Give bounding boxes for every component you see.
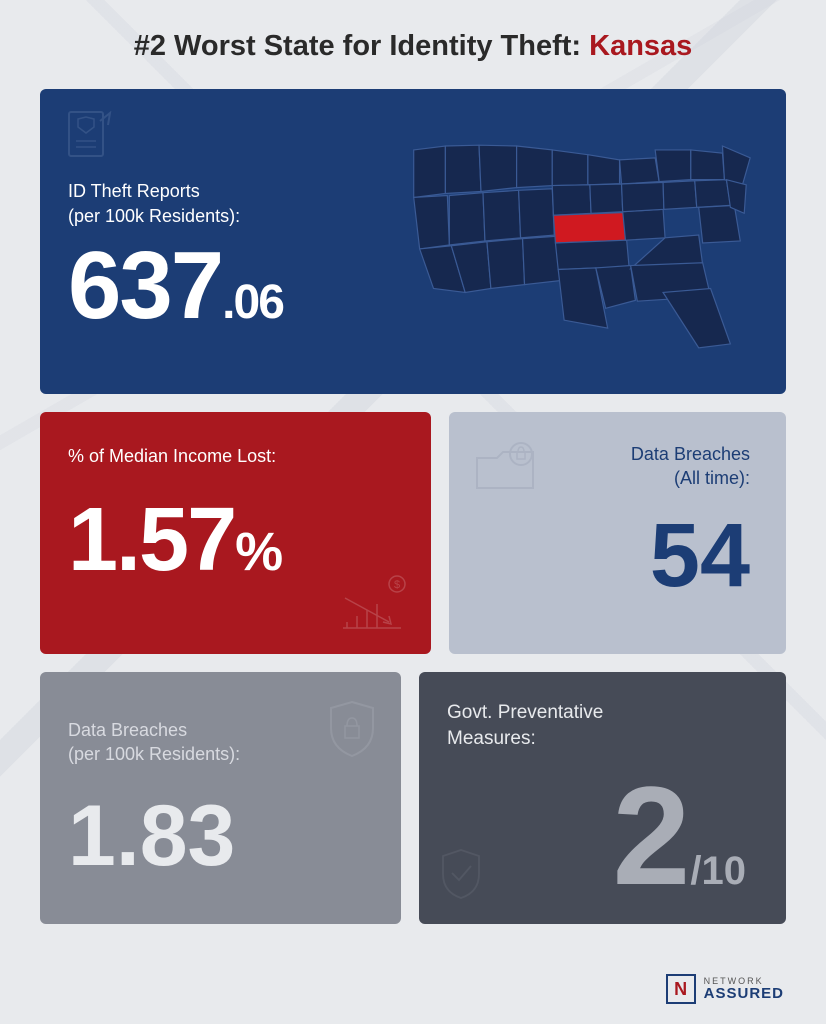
logo-line2: ASSURED	[704, 986, 784, 1001]
breaches-per100k-card: Data Breaches (per 100k Residents): 1.83	[40, 672, 401, 924]
document-shield-icon	[68, 111, 114, 165]
row-middle: % of Median Income Lost: 1.57% $ Data Br…	[40, 412, 786, 654]
brand-logo: N NETWORK ASSURED	[666, 974, 784, 1004]
title-prefix: #2 Worst State for Identity Theft:	[134, 30, 589, 62]
shield-lock-icon	[325, 698, 379, 760]
govt-card: Govt. Preventative Measures: 2/10	[419, 672, 786, 924]
logo-mark-icon: N	[666, 974, 696, 1004]
svg-text:$: $	[394, 579, 400, 591]
page-title: #2 Worst State for Identity Theft: Kansa…	[40, 30, 786, 63]
shield-check-icon	[437, 846, 485, 902]
breaches-per100k-value: 1.83	[68, 787, 373, 886]
breaches-all-value: 54	[477, 505, 750, 608]
breaches-all-card: Data Breaches (All time): 54	[449, 412, 786, 654]
chart-down-icon: $	[339, 574, 409, 634]
income-lost-label: % of Median Income Lost:	[68, 446, 403, 467]
title-state: Kansas	[589, 30, 692, 62]
us-map-icon	[386, 121, 766, 361]
govt-label: Govt. Preventative Measures:	[447, 700, 758, 751]
income-lost-card: % of Median Income Lost: 1.57% $	[40, 412, 431, 654]
row-bottom: Data Breaches (per 100k Residents): 1.83…	[40, 672, 786, 924]
folder-lock-icon	[473, 440, 543, 496]
hero-card: ID Theft Reports (per 100k Residents): 6…	[40, 89, 786, 394]
govt-value: 2/10	[613, 766, 746, 906]
